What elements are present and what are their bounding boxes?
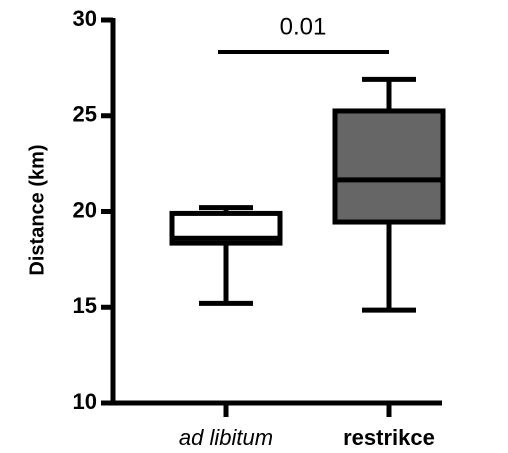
x-tick-label: restrikce	[343, 425, 435, 450]
y-tick-label: 20	[73, 197, 97, 222]
y-axis-label: Distance (km)	[26, 144, 48, 275]
y-tick-label: 30	[73, 6, 97, 31]
y-tick-label: 25	[73, 102, 97, 127]
annotation: 0.01	[280, 13, 327, 40]
y-tick-label: 10	[73, 389, 97, 414]
x-tick-label: ad libitum	[179, 425, 273, 450]
y-tick-label: 15	[73, 293, 97, 318]
box	[332, 108, 446, 225]
